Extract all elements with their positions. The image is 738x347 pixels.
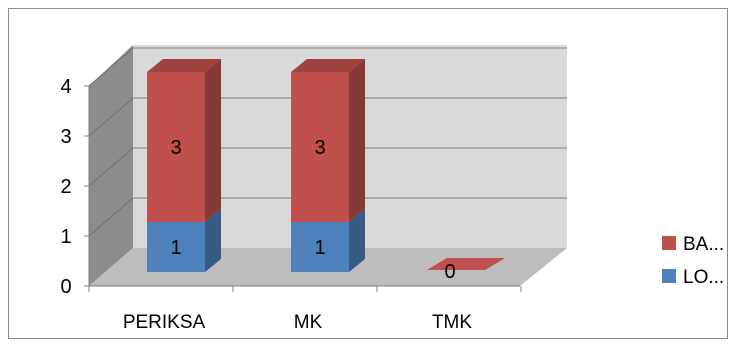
bar-top-periksa (147, 59, 221, 72)
data-label: 0 (444, 261, 455, 283)
legend-label: BA... (683, 234, 724, 255)
legend-label: LO... (683, 267, 724, 288)
data-label: 3 (314, 137, 325, 159)
y-tick-label: 3 (60, 126, 71, 148)
bar-front-periksa (147, 72, 205, 222)
gridline-side (88, 147, 134, 187)
x-tick-label: TMK (432, 312, 472, 333)
bar-front-mk (291, 72, 349, 222)
bar-front-periksa (147, 222, 205, 272)
gridline-side (88, 97, 134, 137)
y-tick-label: 1 (60, 226, 71, 248)
data-label: 1 (314, 237, 325, 259)
bar-front-mk (291, 222, 349, 272)
bar-side-periksa (205, 209, 221, 272)
data-label: 1 (170, 237, 181, 259)
y-tick-label: 0 (60, 276, 71, 298)
bar-top-mk (291, 59, 365, 72)
bar-side-periksa (205, 59, 221, 222)
legend-swatch (662, 269, 676, 283)
gridline-side (88, 197, 134, 237)
bar-side-mk (349, 209, 365, 272)
bar-side-mk (349, 59, 365, 222)
y-tick-label: 4 (60, 76, 71, 98)
chart-side-wall (89, 45, 133, 286)
bar-flat-tmk (427, 258, 505, 270)
y-tick-label: 2 (60, 176, 71, 198)
legend-swatch (662, 236, 676, 250)
x-tick-label: MK (294, 312, 323, 333)
data-label: 3 (170, 137, 181, 159)
gridline-side (88, 47, 134, 87)
x-tick-label: PERIKSA (123, 312, 206, 333)
